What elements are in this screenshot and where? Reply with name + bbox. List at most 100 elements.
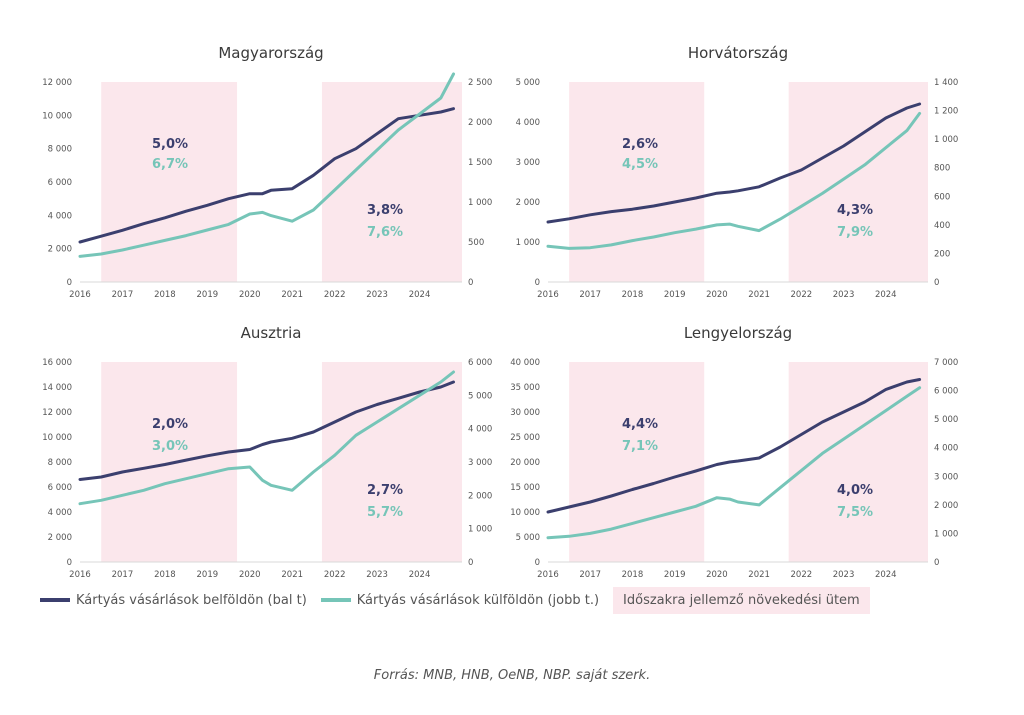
- right-y-tick-label: 200: [934, 249, 950, 259]
- right-y-tick-label: 6 000: [468, 358, 492, 368]
- x-tick-label: 2018: [154, 570, 176, 580]
- growth-rate-label: 4,3%: [837, 203, 873, 218]
- x-tick-label: 2024: [409, 570, 431, 580]
- x-tick-label: 2023: [366, 570, 388, 580]
- left-y-tick-label: 5 000: [516, 78, 540, 88]
- right-y-tick-label: 3 000: [468, 458, 492, 468]
- series-line-domestic: [546, 378, 922, 514]
- left-y-tick-label: 12 000: [42, 408, 72, 418]
- x-tick-label: 2020: [706, 570, 728, 580]
- x-tick-label: 2020: [239, 570, 261, 580]
- right-y-tick-label: 1 400: [934, 78, 958, 88]
- panel-title: Magyarország: [218, 44, 323, 62]
- right-y-tick-label: 1 000: [468, 198, 492, 208]
- series-line-abroad: [546, 386, 922, 540]
- left-y-tick-label: 10 000: [42, 433, 72, 443]
- left-y-tick-label: 6 000: [48, 483, 72, 493]
- right-y-tick-label: 5 000: [934, 415, 958, 425]
- right-y-tick-label: 800: [934, 164, 950, 174]
- x-tick-label: 2018: [154, 290, 176, 300]
- shaded-period-1: [101, 362, 238, 562]
- x-tick-label: 2023: [366, 290, 388, 300]
- shaded-period-2: [788, 82, 928, 282]
- x-tick-label: 2024: [409, 290, 431, 300]
- left-y-tick-label: 12 000: [42, 78, 72, 88]
- left-y-tick-label: 10 000: [510, 508, 540, 518]
- right-y-tick-label: 5 000: [468, 391, 492, 401]
- legend-item-period: Időszakra jellemző növekedési ütem: [613, 586, 870, 614]
- left-y-tick-label: 5 000: [516, 533, 540, 543]
- left-y-tick-label: 20 000: [510, 458, 540, 468]
- right-y-tick-label: 2 000: [468, 491, 492, 501]
- right-y-tick-label: 0: [934, 558, 939, 568]
- x-tick-label: 2018: [622, 290, 644, 300]
- left-y-tick-label: 30 000: [510, 408, 540, 418]
- legend-label-abroad: Kártyás vásárlások külföldön (jobb t.): [356, 592, 600, 608]
- legend-swatch-domestic: [40, 598, 70, 602]
- chart-svg: Magyarország 0 2 000 4 000 6 000 8 000 10 000 1…: [42, 44, 958, 580]
- left-y-tick-label: 2 000: [48, 533, 72, 543]
- right-y-tick-label: 500: [468, 238, 484, 248]
- x-tick-label: 2017: [579, 290, 601, 300]
- growth-rate-label: 2,0%: [152, 417, 188, 432]
- left-y-tick-label: 8 000: [48, 458, 72, 468]
- growth-rate-label: 7,9%: [837, 225, 873, 240]
- x-tick-label: 2019: [197, 570, 219, 580]
- left-y-tick-label: 0: [535, 278, 540, 288]
- left-y-tick-label: 0: [535, 558, 540, 568]
- growth-rate-label: 3,8%: [367, 203, 403, 218]
- x-tick-label: 2023: [833, 570, 855, 580]
- left-y-tick-label: 8 000: [48, 145, 72, 155]
- growth-rate-label: 5,0%: [152, 137, 188, 152]
- right-y-tick-label: 400: [934, 221, 950, 231]
- series-line-domestic: [78, 380, 455, 481]
- left-y-tick-label: 16 000: [42, 358, 72, 368]
- x-tick-label: 2016: [537, 570, 559, 580]
- x-tick-label: 2023: [833, 290, 855, 300]
- left-y-tick-label: 1 000: [516, 238, 540, 248]
- legend-item-domestic: Kártyás vásárlások belföldön (bal t): [40, 593, 307, 608]
- right-y-tick-label: 7 000: [934, 358, 958, 368]
- series-line-abroad: [546, 111, 922, 250]
- series-line-abroad: [78, 370, 455, 506]
- right-y-tick-label: 1 000: [934, 135, 958, 145]
- x-tick-label: 2022: [324, 570, 346, 580]
- panel-title: Ausztria: [241, 324, 302, 342]
- right-y-tick-label: 1 000: [934, 529, 958, 539]
- x-tick-label: 2018: [622, 570, 644, 580]
- growth-rate-label: 5,7%: [367, 505, 403, 520]
- growth-rate-label: 7,5%: [837, 505, 873, 520]
- x-tick-label: 2020: [239, 290, 261, 300]
- left-y-tick-label: 25 000: [510, 433, 540, 443]
- legend: Kártyás vásárlások belföldön (bal t) Kár…: [40, 582, 960, 618]
- left-y-tick-label: 4 000: [516, 118, 540, 128]
- right-y-tick-label: 1 200: [934, 107, 958, 117]
- panel-title: Horvátország: [688, 44, 788, 62]
- series-line-domestic: [78, 107, 455, 244]
- growth-rate-label: 2,7%: [367, 483, 403, 498]
- x-tick-label: 2022: [791, 570, 813, 580]
- legend-swatch-abroad: [320, 598, 351, 602]
- x-tick-label: 2022: [324, 290, 346, 300]
- right-y-tick-label: 0: [468, 558, 473, 568]
- x-tick-label: 2024: [875, 570, 897, 580]
- shaded-period-2: [321, 362, 462, 562]
- shaded-period-1: [569, 82, 705, 282]
- source-note: Forrás: MNB, HNB, OeNB, NBP. saját szerk…: [373, 668, 651, 683]
- growth-rate-label: 4,0%: [837, 483, 873, 498]
- right-y-tick-label: 1 000: [468, 525, 492, 535]
- x-tick-label: 2017: [112, 570, 134, 580]
- x-tick-label: 2017: [579, 570, 601, 580]
- shaded-period-1: [101, 82, 238, 282]
- right-y-tick-label: 600: [934, 192, 950, 202]
- x-tick-label: 2021: [748, 570, 770, 580]
- left-y-tick-label: 2 000: [48, 245, 72, 255]
- panel-title: Lengyelország: [684, 324, 792, 342]
- x-tick-label: 2016: [69, 290, 91, 300]
- left-y-tick-label: 35 000: [510, 383, 540, 393]
- x-tick-label: 2019: [664, 570, 686, 580]
- series-line-domestic: [546, 102, 922, 224]
- series-line-abroad: [78, 72, 455, 258]
- right-y-tick-label: 4 000: [468, 425, 492, 435]
- x-tick-label: 2019: [664, 290, 686, 300]
